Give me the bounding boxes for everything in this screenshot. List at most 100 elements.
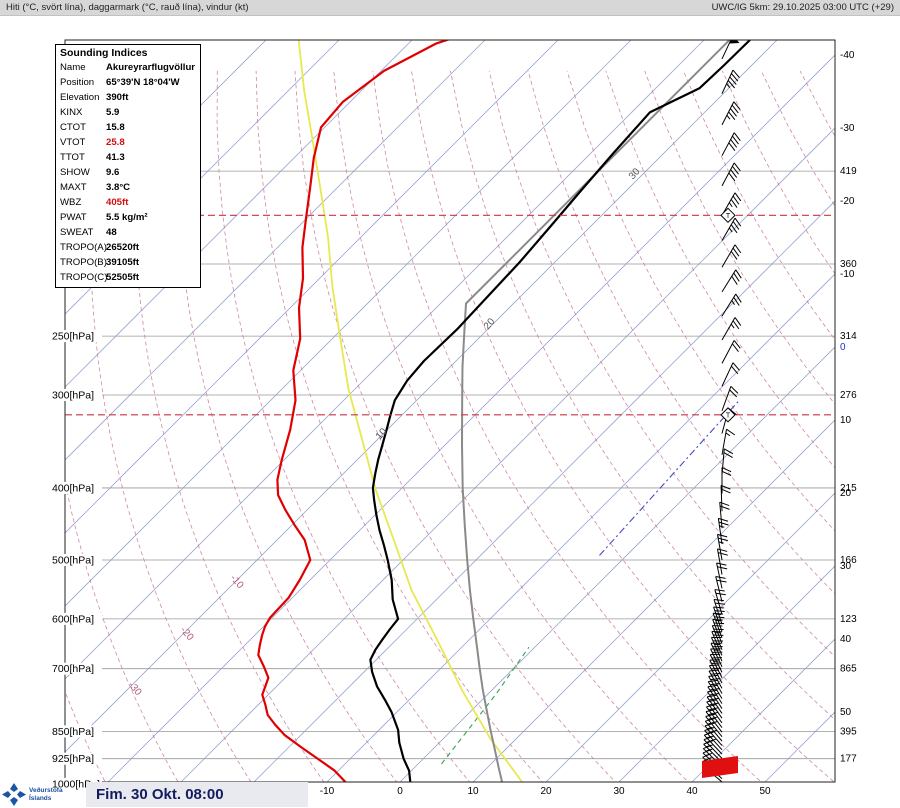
index-label: Elevation — [60, 92, 100, 103]
svg-text:T: T — [726, 412, 731, 419]
dewpoint-line — [257, 40, 451, 782]
index-label: WBZ — [60, 197, 82, 208]
svg-text:250[hPa]: 250[hPa] — [52, 331, 94, 343]
index-value: 15.8 — [106, 122, 125, 133]
svg-text:215: 215 — [840, 483, 857, 494]
sounding-index-row: KINX 5.9 — [56, 105, 200, 120]
sounding-index-row: TROPO(B) 39105ft — [56, 255, 200, 270]
mixing-ratio-segment — [599, 399, 740, 556]
svg-text:400[hPa]: 400[hPa] — [52, 482, 94, 494]
svg-text:166: 166 — [840, 555, 857, 566]
svg-text:40: 40 — [840, 634, 852, 645]
svg-text:314: 314 — [840, 331, 857, 342]
sounding-index-row: SHOW 9.6 — [56, 165, 200, 180]
tropopause-diamond-icon — [720, 207, 736, 224]
right-height-labels: 419 360 314 276 215 166 123 865 395 177 — [840, 166, 857, 765]
aux-reference-lines — [441, 399, 740, 765]
sounding-index-row: Position 65°39'N 18°04'W — [56, 75, 200, 90]
sounding-index-row: TROPO(A) 26520ft — [56, 240, 200, 255]
sounding-index-row: VTOT 25.8 — [56, 135, 200, 150]
svg-text:123: 123 — [840, 614, 857, 625]
svg-text:20: 20 — [540, 786, 552, 797]
index-label: KINX — [60, 107, 83, 118]
svg-text:20: 20 — [840, 488, 852, 499]
index-value: 41.3 — [106, 152, 125, 163]
svg-text:177: 177 — [840, 754, 857, 765]
svg-text:30: 30 — [840, 561, 852, 572]
sounding-index-row: CTOT 15.8 — [56, 120, 200, 135]
pressure-axis-labels: 250[hPa] 300[hPa] 400[hPa] 500[hPa] 600[hPa]… — [50, 330, 102, 790]
index-value: 405ft — [106, 197, 129, 208]
svg-text:10: 10 — [840, 415, 852, 426]
valid-time-label: Fim. 30 Okt. 08:00 — [86, 782, 308, 807]
legend-text: Hiti (°C, svört lína), daggarmark (°C, r… — [6, 2, 249, 13]
index-label: Position — [60, 77, 95, 88]
svg-text:-10: -10 — [840, 269, 855, 280]
index-label: VTOT — [60, 137, 86, 148]
right-temp-labels: -40 -30 -20 -10 0 10 20 30 40 50 — [840, 50, 855, 718]
tropopause-lines — [65, 214, 835, 416]
index-value: Akureyrarflugvöllur — [106, 62, 196, 73]
surface-wind-marker — [702, 756, 738, 778]
index-label: TROPO(A) — [60, 242, 107, 253]
tropopause-markers: TT — [720, 207, 736, 423]
svg-text:0: 0 — [397, 786, 403, 797]
sounding-index-row: WBZ 405ft — [56, 195, 200, 210]
svg-text:600[hPa]: 600[hPa] — [52, 613, 94, 625]
index-label: SHOW — [60, 167, 90, 178]
index-label: TROPO(B) — [60, 257, 107, 268]
svg-text:-30: -30 — [840, 123, 855, 134]
index-value: 26520ft — [106, 242, 140, 253]
svg-text:40: 40 — [686, 786, 698, 797]
sounding-index-row: Elevation 390ft — [56, 90, 200, 105]
index-value: 25.8 — [106, 137, 125, 148]
svg-text:850[hPa]: 850[hPa] — [52, 726, 94, 738]
index-label: TROPO(C) — [60, 272, 108, 283]
met-office-logo-icon — [2, 783, 26, 806]
index-label: MAXT — [60, 182, 87, 193]
sounding-indices-box: Sounding Indices Name Akureyrarflugvöllur… — [55, 44, 201, 288]
index-value: 5.9 — [106, 107, 120, 118]
index-value: 39105ft — [106, 257, 140, 268]
sounding-index-row: Name Akureyrarflugvöllur — [56, 60, 200, 75]
svg-text:30: 30 — [613, 786, 625, 797]
sounding-index-row: TROPO(C) 52505ft — [56, 270, 200, 285]
index-label: CTOT — [60, 122, 86, 133]
met-office-logo-text: Veðurstofa Íslands — [29, 787, 63, 802]
svg-text:276: 276 — [840, 390, 857, 401]
sounding-index-row: PWAT 5.5 kg/m² — [56, 210, 200, 225]
svg-text:925[hPa]: 925[hPa] — [52, 753, 94, 765]
svg-text:500[hPa]: 500[hPa] — [52, 554, 94, 566]
svg-text:-10: -10 — [320, 786, 335, 797]
tropopause-diamond-icon — [720, 407, 736, 423]
index-value: 52505ft — [106, 272, 140, 283]
index-label: SWEAT — [60, 227, 94, 238]
indices-rows: Name Akureyrarflugvöllur Position 65°39'N 1… — [56, 60, 200, 285]
svg-text:T: T — [726, 213, 731, 220]
sounding-index-row: MAXT 3.8°C — [56, 180, 200, 195]
moist-adiabat-segment — [441, 646, 530, 765]
pressure-gridlines — [65, 170, 835, 760]
svg-text:360: 360 — [840, 259, 857, 270]
svg-text:-20: -20 — [840, 196, 855, 207]
index-label: TTOT — [60, 152, 85, 163]
index-value: 9.6 — [106, 167, 120, 178]
sounding-index-row: SWEAT 48 — [56, 225, 200, 240]
model-run-text: UWC/IG 5km: 29.10.2025 03:00 UTC (+29) — [711, 2, 894, 13]
met-office-logo: Veðurstofa Íslands — [2, 783, 63, 806]
svg-text:700[hPa]: 700[hPa] — [52, 663, 94, 675]
temperature-line — [369, 40, 751, 782]
index-value: 48 — [106, 227, 117, 238]
index-value: 390ft — [106, 92, 129, 103]
sounding-index-row: TTOT 41.3 — [56, 150, 200, 165]
isotherm-gridlines — [65, 40, 835, 782]
top-legend-bar: Hiti (°C, svört lína), daggarmark (°C, r… — [0, 0, 900, 16]
svg-text:50: 50 — [840, 707, 852, 718]
standard-atmosphere-line — [461, 40, 731, 782]
indices-title: Sounding Indices — [60, 47, 148, 59]
svg-text:419: 419 — [840, 166, 857, 177]
plot-border — [64, 39, 836, 783]
svg-text:50: 50 — [759, 786, 771, 797]
